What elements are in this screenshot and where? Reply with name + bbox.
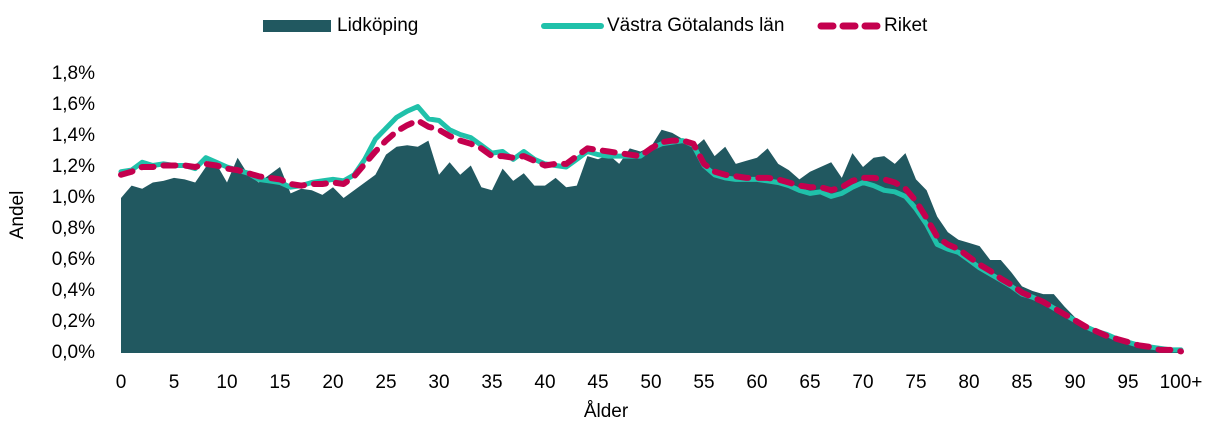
dashed-line	[118, 117, 1184, 355]
legend-label: Lidköping	[337, 15, 418, 36]
x-tick-label: 10	[216, 372, 237, 393]
y-tick-label: 0,8%	[52, 218, 95, 239]
x-tick-label: 5	[169, 372, 180, 393]
x-tick-label: 0	[116, 372, 127, 393]
x-tick-label: 35	[481, 372, 502, 393]
y-tick-label: 1,2%	[52, 156, 95, 177]
x-tick-label: 30	[428, 372, 449, 393]
y-tick-label: 0,6%	[52, 249, 95, 270]
x-tick-label: 75	[905, 372, 926, 393]
legend-label: Västra Götalands län	[607, 15, 784, 36]
x-tick-label: 50	[640, 372, 661, 393]
x-tick-label: 65	[799, 372, 820, 393]
y-tick-label: 1,6%	[52, 94, 95, 115]
x-tick-label: 80	[958, 372, 979, 393]
x-tick-label: 100+	[1160, 372, 1203, 393]
x-tick-label: 70	[852, 372, 873, 393]
x-tick-label: 40	[534, 372, 555, 393]
legend-label: Riket	[884, 15, 928, 36]
y-tick-label: 0,2%	[52, 311, 95, 332]
y-tick-label: 0,4%	[52, 280, 95, 301]
x-tick-label: 20	[322, 372, 343, 393]
x-tick-label: 55	[693, 372, 714, 393]
x-tick-label: 25	[375, 372, 396, 393]
y-tick-label: 1,0%	[52, 187, 95, 208]
x-tick-label: 90	[1064, 372, 1085, 393]
x-axis-title: Ålder	[584, 401, 629, 422]
x-tick-label: 60	[746, 372, 767, 393]
y-tick-label: 0,0%	[52, 342, 95, 363]
x-tick-label: 45	[587, 372, 608, 393]
x-tick-label: 95	[1117, 372, 1138, 393]
x-tick-label: 15	[269, 372, 290, 393]
y-tick-label: 1,8%	[52, 63, 95, 84]
area	[121, 129, 1181, 353]
y-axis-title: Andel	[7, 191, 28, 240]
legend-swatch	[263, 20, 331, 32]
y-tick-label: 1,4%	[52, 125, 95, 146]
x-tick-label: 85	[1011, 372, 1032, 393]
